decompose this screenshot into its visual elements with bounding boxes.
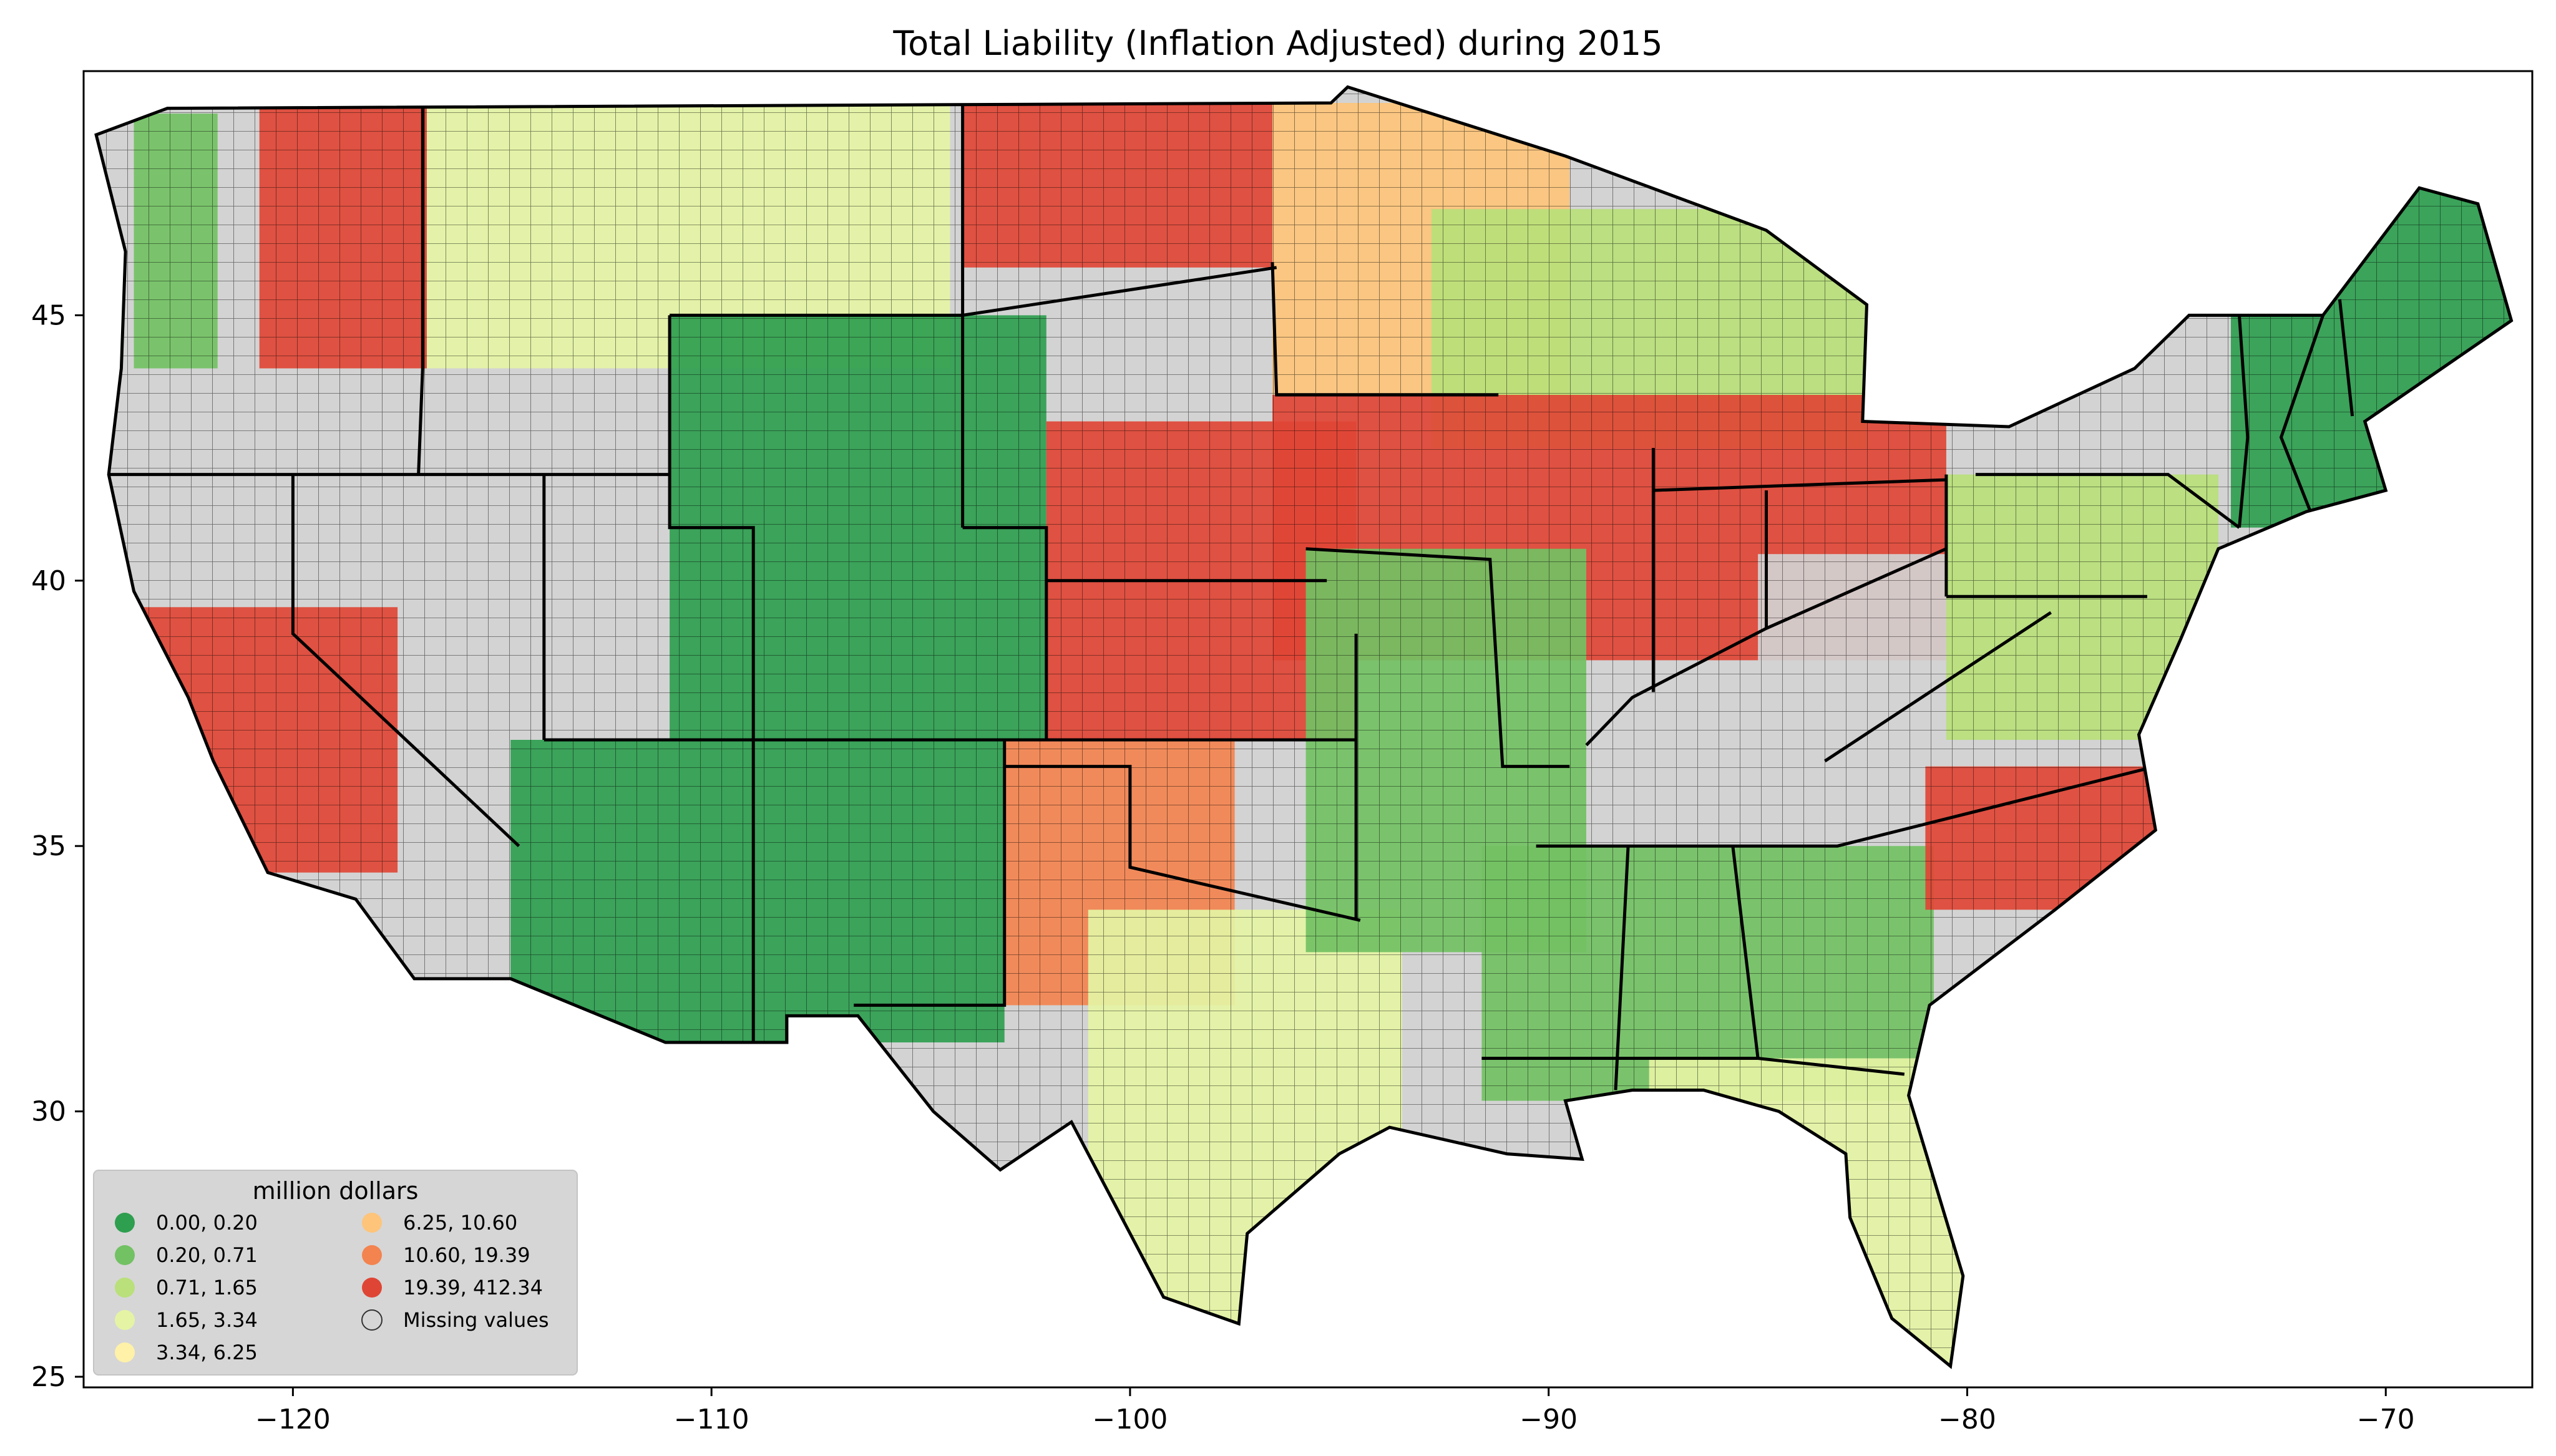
state-border-line	[1824, 611, 2052, 763]
state-border-line	[417, 103, 424, 475]
legend-swatch	[115, 1310, 135, 1330]
legend-label: 19.39, 412.34	[403, 1276, 543, 1299]
state-border-line	[668, 315, 755, 1042]
legend-swatch	[362, 1278, 382, 1298]
state-border-line	[291, 474, 520, 848]
state-border-line	[670, 266, 1277, 317]
y-axis: 25 30 35 40 45	[31, 299, 84, 1393]
legend-label: 1.65, 3.34	[156, 1308, 258, 1332]
x-axis: −120 −110 −100 −90 −80 −70	[255, 1387, 2415, 1435]
y-tick-label: 30	[31, 1096, 66, 1128]
legend: million dollars 0.00, 0.20 0.20, 0.71 0.71,…	[93, 1170, 578, 1376]
state-border-line	[1536, 765, 2156, 848]
state-border-line	[1614, 846, 1630, 1090]
x-tick-label: −80	[1938, 1404, 1996, 1435]
legend-swatch	[115, 1245, 135, 1265]
legend-swatch	[362, 1245, 382, 1265]
state-border-line	[1975, 473, 2240, 529]
legend-swatch	[362, 1213, 382, 1233]
state-border-line	[2238, 315, 2250, 528]
x-tick-label: −70	[2357, 1404, 2415, 1435]
x-tick-label: −110	[674, 1404, 749, 1435]
legend-label: 3.34, 6.25	[156, 1341, 258, 1364]
legend-label: 0.20, 0.71	[156, 1243, 258, 1267]
legend-title: million dollars	[253, 1177, 419, 1205]
legend-swatch	[361, 1309, 383, 1331]
y-tick-label: 40	[31, 565, 66, 597]
state-border-line	[1653, 478, 1946, 492]
state-border-line	[2338, 299, 2354, 417]
legend-swatch	[115, 1213, 135, 1233]
state-border-line	[962, 526, 1048, 740]
state-border-line	[1004, 765, 1361, 922]
state-border-line	[1585, 547, 1947, 747]
x-tick-label: −100	[1092, 1404, 1168, 1435]
legend-label: 10.60, 19.39	[403, 1243, 530, 1267]
legend-label: 6.25, 10.60	[403, 1211, 517, 1235]
legend-label: 0.00, 0.20	[156, 1211, 258, 1235]
legend-label: 0.71, 1.65	[156, 1276, 258, 1299]
state-border-line	[2279, 314, 2324, 513]
plot-frame	[82, 70, 2534, 1389]
legend-label: Missing values	[403, 1308, 549, 1332]
y-tick-label: 25	[31, 1361, 66, 1393]
x-tick-label: −90	[1519, 1404, 1578, 1435]
state-border-line	[1271, 262, 1499, 397]
x-tick-label: −120	[255, 1404, 331, 1435]
state-border-line	[1305, 547, 1570, 769]
y-tick-label: 45	[31, 299, 66, 331]
legend-box	[93, 1170, 578, 1376]
us-outline	[94, 85, 2514, 1369]
y-tick-label: 35	[31, 830, 66, 862]
state-border-line	[854, 740, 1007, 1007]
legend-swatch	[115, 1278, 135, 1298]
chart-title: Total Liability (Inflation Adjusted) dur…	[893, 24, 1663, 63]
state-border-line	[1731, 845, 1760, 1059]
legend-swatch	[115, 1342, 135, 1362]
state-borders	[109, 103, 2354, 1090]
